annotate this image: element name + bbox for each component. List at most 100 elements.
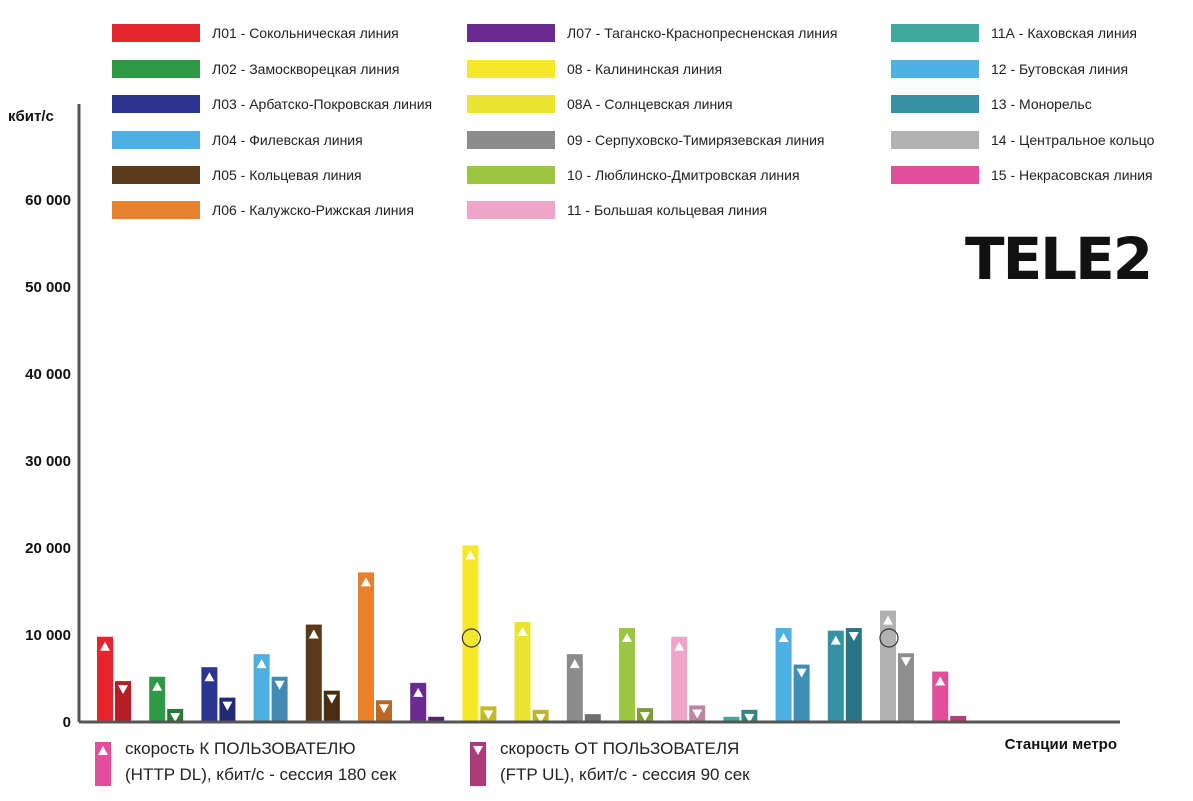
series-legend-item: скорость К ПОЛЬЗОВАТЕЛЮ (HTTP DL), кбит/с… [95,739,397,786]
upload-marker [274,680,285,690]
upload-marker [535,713,546,723]
bar-upload [584,714,601,722]
bar-group [149,676,184,722]
legend-item: Л03 - Арбатско-Покровская линия [112,95,432,113]
tele2-logo: TELE2 [965,225,1153,293]
legend-swatch [467,95,555,113]
bar-download [97,636,113,722]
bar-download [305,624,322,722]
legend-label: 12 - Бутовская линия [991,61,1128,77]
download-marker [830,635,841,645]
download-marker [622,633,632,643]
legend-item: 10 - Люблинско-Дмитровская линия [467,166,800,184]
legend-label: 14 - Центральное кольцо [991,132,1155,148]
legend-swatch [112,24,200,42]
legend-label: Л05 - Кольцевая линия [212,167,362,183]
legend-item: Л02 - Замоскворецкая линия [112,60,399,78]
y-tick-label: 60 000 [25,192,71,209]
bar-group [97,636,131,722]
y-tick-label: 20 000 [25,540,71,557]
legend-swatch [467,131,555,149]
legend-swatch [112,166,200,184]
legend-label: 11 - Большая кольцевая линия [567,202,767,218]
bar-download [827,630,844,722]
legend-label: 11А - Каховская линия [991,25,1137,41]
legend-label: Л02 - Замоскворецкая линия [212,61,399,77]
legend-label: 13 - Монорельс [991,96,1092,112]
download-marker [361,577,371,587]
legend-item: 09 - Серпуховско-Тимирязевская линия [467,131,824,149]
upload-marker [483,710,494,720]
bar-download [253,654,270,722]
series-swatch [470,742,486,786]
bars [97,545,967,723]
upload-marker [796,668,807,678]
download-marker [935,676,946,686]
bar-upload [793,664,810,722]
bar-group [201,667,236,722]
legend-label: Л04 - Филевская линия [212,132,363,148]
bar-group [932,671,967,722]
y-tick-label: 50 000 [25,279,71,296]
bar-download [358,572,374,722]
series-label-line2: (FTP UL), кбит/с - сессия 90 сек [500,765,750,784]
x-axis-title: Станции метро [1005,736,1117,753]
legend-item: Л06 - Калужско-Рижская линия [112,201,414,219]
legend-swatch [891,131,979,149]
y-tick-label: 40 000 [25,366,71,383]
legend-swatch [891,60,979,78]
download-marker [100,641,110,651]
series-swatch [95,742,111,786]
bar-group [671,636,706,722]
bar-group [462,545,497,722]
bar-download [514,621,531,722]
bar-group [619,628,653,722]
legend-item: 11 - Большая кольцевая линия [467,201,767,219]
legend-item: Л01 - Сокольническая линия [112,24,399,42]
legend-label: 10 - Люблинско-Дмитровская линия [567,167,800,183]
bar-download [566,654,583,722]
bar-download [671,636,688,722]
upload-marker [640,712,650,722]
bar-download [410,682,427,722]
y-tick-label: 10 000 [25,627,71,644]
bar-download [149,676,166,722]
download-marker [413,687,424,697]
legend-item: 08А - Солнцевская линия [467,95,733,113]
legend: Л01 - Сокольническая линия Л02 - Замоскво… [112,24,1155,219]
bar-group [514,621,549,723]
download-marker [674,641,685,651]
legend-swatch [467,166,555,184]
legend-label: 09 - Серпуховско-Тимирязевская линия [567,132,824,148]
upload-marker [170,712,181,722]
legend-item: Л04 - Филевская линия [112,131,363,149]
download-marker [256,659,267,669]
legend-swatch [112,201,200,219]
legend-swatch [891,95,979,113]
legend-swatch [891,166,979,184]
bar-download [775,628,792,722]
bar-download [462,545,479,722]
legend-item: Л05 - Кольцевая линия [112,166,362,184]
bar-download [619,628,635,722]
bar-download [880,610,896,722]
bar-upload [950,715,967,722]
upload-marker [901,657,911,667]
series-label-line2: (HTTP DL), кбит/с - сессия 180 сек [125,765,397,784]
legend-item: 13 - Монорельс [891,95,1092,113]
download-marker [465,550,476,560]
y-tick-label: 30 000 [25,453,71,470]
bar-group [358,572,392,722]
legend-swatch [891,24,979,42]
bar-upload [271,676,288,722]
y-axis-ticks: 0 10 000 20 000 30 000 40 000 50 000 60 000 [25,192,71,731]
upload-marker [692,709,703,719]
legend-item: 15 - Некрасовская линия [891,166,1153,184]
bar-group [723,709,758,723]
legend-label: Л03 - Арбатско-Покровская линия [212,96,432,112]
legend-label: Л01 - Сокольническая линия [212,25,399,41]
circle-marker [461,628,481,648]
legend-item: 12 - Бутовская линия [891,60,1128,78]
bar-group [566,654,601,722]
